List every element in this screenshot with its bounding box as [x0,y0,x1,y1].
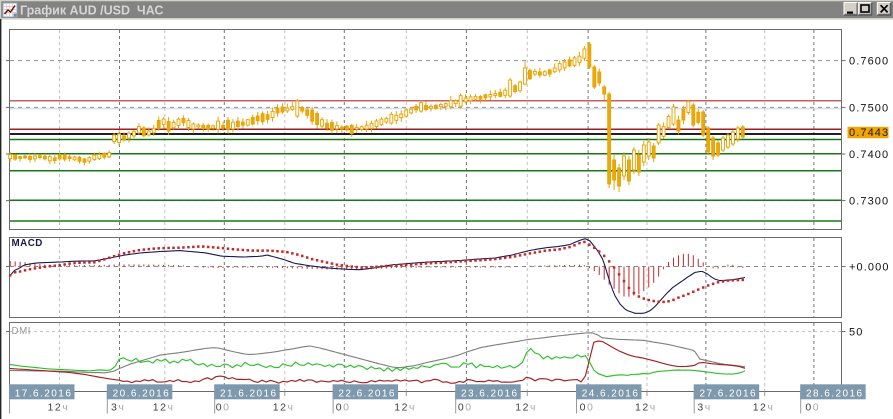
svg-text:3ч: 3ч [111,402,125,414]
svg-text:12ч: 12ч [515,402,537,414]
svg-text:21.6.2016: 21.6.2016 [220,388,278,399]
svg-text:12ч: 12ч [753,402,775,414]
svg-text:12ч: 12ч [394,402,416,414]
svg-text:00: 00 [805,402,820,414]
svg-text:27.6.2016: 27.6.2016 [700,388,758,399]
svg-text:00: 00 [458,402,473,414]
svg-text:00: 00 [336,402,351,414]
svg-text:12ч: 12ч [635,402,657,414]
svg-text:12ч: 12ч [153,402,175,414]
svg-text:00: 00 [216,402,231,414]
svg-text:0.7600: 0.7600 [849,56,889,68]
svg-text:17.6.2016: 17.6.2016 [15,388,73,399]
svg-text:00: 00 [580,402,595,414]
svg-text:22.6.2016: 22.6.2016 [338,388,396,399]
svg-text:График AUD /USD ЧАС: График AUD /USD ЧАС [20,4,163,18]
svg-text:20.6.2016: 20.6.2016 [113,388,171,399]
svg-text:23.6.2016: 23.6.2016 [461,388,519,399]
svg-text:0.7400: 0.7400 [849,149,889,161]
svg-text:28.6.2016: 28.6.2016 [806,388,864,399]
svg-text:0.7443: 0.7443 [849,127,889,139]
svg-text:+0.000: +0.000 [849,262,890,274]
svg-text:24.6.2016: 24.6.2016 [582,388,640,399]
svg-text:DMI: DMI [12,326,31,337]
svg-text:0.7300: 0.7300 [849,196,889,208]
svg-text:50: 50 [849,327,863,339]
svg-text:0.7500: 0.7500 [849,102,889,114]
svg-text:12ч: 12ч [273,402,295,414]
svg-text:MACD: MACD [12,238,43,249]
svg-text:3ч: 3ч [697,402,711,414]
svg-text:12ч: 12ч [48,402,70,414]
